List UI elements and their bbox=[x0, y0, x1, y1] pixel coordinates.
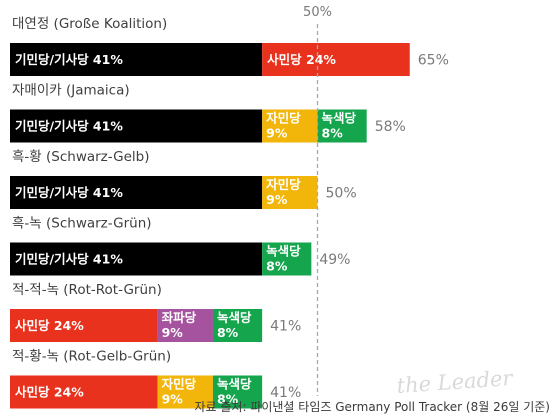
bar-segment bbox=[10, 375, 158, 409]
segment-label-line: 9% bbox=[162, 325, 184, 340]
segment-label: 사민당 24% bbox=[267, 52, 336, 67]
bar-segment bbox=[317, 109, 367, 143]
category-label: 흑-녹 (Schwarz-Grün) bbox=[12, 216, 152, 232]
category-label: 자매이카 (Jamaica) bbox=[12, 83, 130, 99]
segment-label-line: 녹색당 bbox=[266, 244, 301, 259]
bar-segment bbox=[212, 309, 263, 342]
segment-label-line: 녹색당 bbox=[217, 377, 252, 392]
segment-label: 녹색당 8% bbox=[217, 310, 252, 340]
segment-label-line: 8% bbox=[217, 392, 239, 407]
bar-segment bbox=[157, 309, 213, 342]
segment-label: 자민당 9% bbox=[162, 377, 197, 407]
segment-label: 사민당 24% bbox=[15, 385, 84, 400]
segment-label-line: 8% bbox=[217, 325, 239, 340]
chart-rows: 대연정 (Große Koalition) 기민당/기사당 41% 사민당 24% 6… bbox=[10, 16, 449, 409]
bar-segment bbox=[212, 375, 263, 409]
segment-label: 기민당/기사당 41% bbox=[15, 119, 123, 134]
total-label: 65% bbox=[418, 53, 449, 69]
segment-label: 녹색당 8% bbox=[266, 244, 301, 274]
reference-label: 50% bbox=[303, 5, 332, 20]
total-label: 58% bbox=[375, 119, 406, 135]
segment-label-line: 8% bbox=[322, 126, 344, 141]
total-label: 50% bbox=[326, 186, 357, 202]
segment-label: 기민당/기사당 41% bbox=[15, 185, 123, 200]
segment-label: 기민당/기사당 41% bbox=[15, 52, 123, 67]
category-label: 흑-황 (Schwarz-Gelb) bbox=[12, 149, 150, 165]
total-label: 49% bbox=[319, 252, 350, 268]
bar-segment bbox=[157, 375, 213, 409]
segment-label: 좌파당 9% bbox=[162, 310, 197, 340]
bar-segment bbox=[10, 43, 263, 76]
bar-segment bbox=[262, 242, 312, 276]
segment-label-line: 좌파당 bbox=[162, 310, 197, 325]
segment-label-line: 9% bbox=[266, 126, 288, 141]
watermark-logo: the Leader bbox=[396, 366, 515, 398]
segment-label-line: 8% bbox=[266, 259, 288, 274]
category-label: 적-황-녹 (Rot-Gelb-Grün) bbox=[12, 349, 171, 365]
segment-label-line: 9% bbox=[162, 392, 184, 407]
bar-segment bbox=[10, 176, 263, 209]
bar-segment bbox=[262, 43, 410, 76]
segment-label: 녹색당 8% bbox=[322, 111, 357, 141]
segment-label-line: 녹색당 bbox=[217, 310, 252, 325]
segment-label-line: 자민당 bbox=[266, 177, 301, 192]
bar-segment bbox=[262, 109, 318, 143]
category-label: 적-적-녹 (Rot-Rot-Grün) bbox=[12, 282, 162, 298]
total-label: 41% bbox=[270, 385, 301, 401]
source-note: 자료 출처: 파이낸셜 타임즈 Germany Poll Tracker (8월… bbox=[194, 400, 550, 414]
bar-segment bbox=[10, 242, 263, 276]
segment-label: 기민당/기사당 41% bbox=[15, 252, 123, 267]
segment-label-line: 자민당 bbox=[162, 377, 197, 392]
segment-label: 자민당 9% bbox=[266, 111, 301, 141]
segment-label: 자민당 9% bbox=[266, 177, 301, 207]
category-label: 대연정 (Große Koalition) bbox=[12, 16, 167, 32]
segment-label-line: 9% bbox=[266, 192, 288, 207]
bar-segment bbox=[262, 176, 318, 209]
total-label: 41% bbox=[270, 319, 301, 335]
bar-segment bbox=[10, 109, 263, 143]
segment-label: 녹색당 8% bbox=[217, 377, 252, 407]
segment-label-line: 녹색당 bbox=[322, 111, 357, 126]
segment-label-line: 자민당 bbox=[266, 111, 301, 126]
bar-segment bbox=[10, 309, 158, 342]
segment-label: 사민당 24% bbox=[15, 318, 84, 333]
